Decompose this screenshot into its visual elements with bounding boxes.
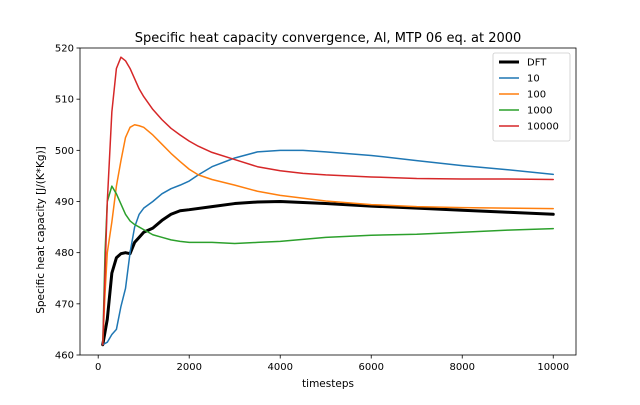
x-tick-label: 8000 xyxy=(450,362,475,373)
x-axis-label: timesteps xyxy=(302,378,354,390)
legend-label-10: 10 xyxy=(527,74,540,85)
series-line-100 xyxy=(102,124,554,346)
x-tick-label: 2000 xyxy=(176,362,201,373)
series-line-10000 xyxy=(102,56,554,346)
y-tick-label: 480 xyxy=(55,248,74,259)
chart-title: Specific heat capacity convergence, Al, … xyxy=(135,31,522,46)
legend-label-dft: DFT xyxy=(527,58,547,69)
legend-label-10000: 10000 xyxy=(527,122,559,133)
legend-label-100: 100 xyxy=(527,90,546,101)
plot-area: 0 2000 4000 6000 8000 10000 460 470 480 490 500 510… xyxy=(55,44,577,373)
y-tick-label: 460 xyxy=(55,351,74,362)
y-tick-label: 510 xyxy=(55,95,74,106)
legend: DFT 10 100 1000 10000 xyxy=(492,52,571,142)
x-tick-label: 10000 xyxy=(537,362,569,373)
series-line-1000 xyxy=(102,185,554,346)
x-tick-label: 4000 xyxy=(267,362,292,373)
series-line-dft xyxy=(101,200,555,347)
series-line-10 xyxy=(102,149,554,346)
legend-label-1000: 1000 xyxy=(527,106,552,117)
legend-box xyxy=(492,52,571,142)
y-axis-label: Specific heat capacity [J/(K*Kg)] xyxy=(35,146,47,314)
y-tick-label: 490 xyxy=(55,197,74,208)
x-tick-label: 0 xyxy=(95,362,101,373)
x-tick-label: 6000 xyxy=(359,362,384,373)
y-tick-label: 470 xyxy=(55,299,74,310)
y-tick-label: 520 xyxy=(55,44,74,55)
y-tick-label: 500 xyxy=(55,146,74,157)
